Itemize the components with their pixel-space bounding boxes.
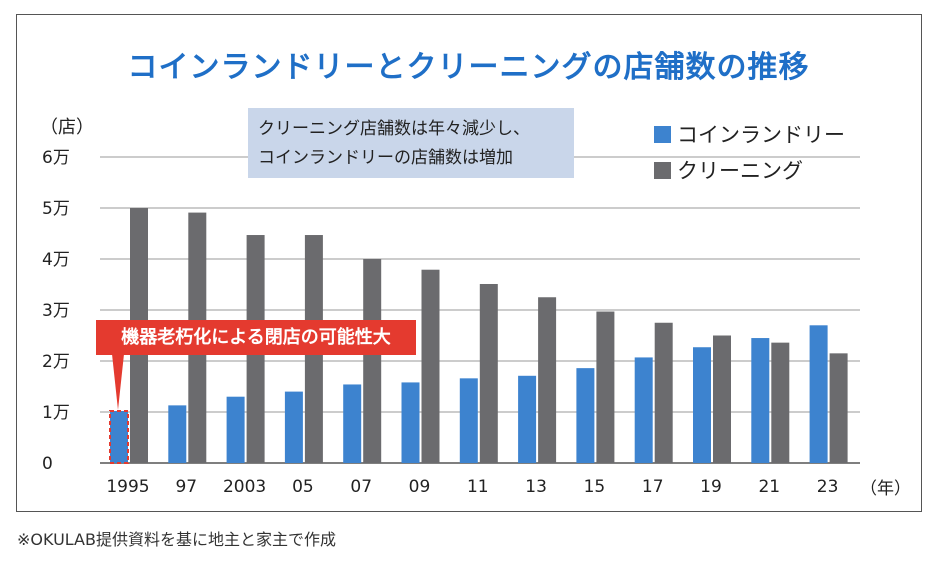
callout-label: 機器老朽化による閉店の可能性大 — [96, 320, 416, 355]
source-note: ※OKULAB提供資料を基に地主と家主で作成 — [17, 530, 336, 549]
x-tick-label: 19 — [700, 477, 722, 497]
legend-label-coin-laundry: コインランドリー — [677, 123, 845, 147]
bar-cleaning — [538, 297, 557, 463]
chart-title: コインランドリーとクリーニングの店舗数の推移 — [127, 50, 810, 85]
y-axis-unit: （店） — [40, 117, 94, 138]
bar-coin-laundry — [343, 384, 362, 463]
annotation-line-2: コインランドリーの店舗数は増加 — [258, 148, 513, 168]
legend-item-coin-laundry: コインランドリー — [654, 116, 845, 152]
bar-cleaning — [713, 335, 731, 463]
y-tick-label: 6万 — [42, 148, 70, 168]
bar-coin-laundry — [693, 347, 711, 463]
y-tick-label: 4万 — [42, 250, 70, 270]
x-tick-label: 2003 — [223, 477, 266, 497]
bar-coin-laundry — [459, 378, 478, 463]
bar-coin-laundry — [226, 396, 245, 463]
x-tick-label: 15 — [584, 477, 606, 497]
bar-coin-laundry — [634, 357, 653, 463]
x-tick-label: 07 — [350, 477, 372, 497]
y-tick-label: 5万 — [42, 199, 70, 219]
y-tick-label: 3万 — [42, 301, 70, 321]
x-tick-label: 23 — [817, 477, 839, 497]
bar-cleaning — [479, 283, 498, 463]
x-tick-label: 09 — [409, 477, 431, 497]
x-tick-label: 1995 — [106, 477, 149, 497]
bar-cleaning — [363, 259, 382, 463]
x-tick-label: 11 — [467, 477, 489, 497]
bar-cleaning — [829, 353, 848, 463]
bar-cleaning — [421, 269, 440, 463]
bar-cleaning — [771, 342, 790, 463]
bar-coin-laundry — [109, 409, 129, 465]
bar-coin-laundry — [751, 338, 770, 463]
bar-cleaning — [596, 311, 615, 463]
callout-arrow — [112, 354, 124, 410]
y-tick-label: 2万 — [42, 352, 70, 372]
legend-swatch-cleaning — [654, 161, 671, 179]
bar-coin-laundry — [809, 325, 828, 463]
bar-coin-laundry — [401, 382, 420, 463]
legend: コインランドリー クリーニング — [654, 116, 845, 188]
x-tick-label: 13 — [525, 477, 547, 497]
bar-coin-laundry — [284, 391, 303, 463]
x-tick-label: 21 — [758, 477, 780, 497]
bar-coin-laundry — [168, 405, 187, 463]
legend-item-cleaning: クリーニング — [654, 152, 845, 188]
x-tick-label: 05 — [292, 477, 314, 497]
y-tick-label: 1万 — [42, 403, 70, 423]
x-tick-label: 17 — [642, 477, 664, 497]
bar-coin-laundry — [518, 375, 537, 463]
legend-swatch-coin-laundry — [654, 125, 671, 143]
x-axis-unit: （年） — [860, 479, 911, 499]
bar-cleaning — [654, 322, 673, 463]
x-tick-label: 97 — [175, 477, 197, 497]
legend-label-cleaning: クリーニング — [677, 159, 803, 183]
y-tick-label: 0 — [42, 454, 53, 474]
annotation-line-1: クリーニング店舗数は年々減少し、 — [258, 119, 530, 139]
bar-coin-laundry — [576, 368, 595, 463]
annotation-box: クリーニング店舗数は年々減少し、 コインランドリーの店舗数は増加 — [248, 108, 574, 178]
